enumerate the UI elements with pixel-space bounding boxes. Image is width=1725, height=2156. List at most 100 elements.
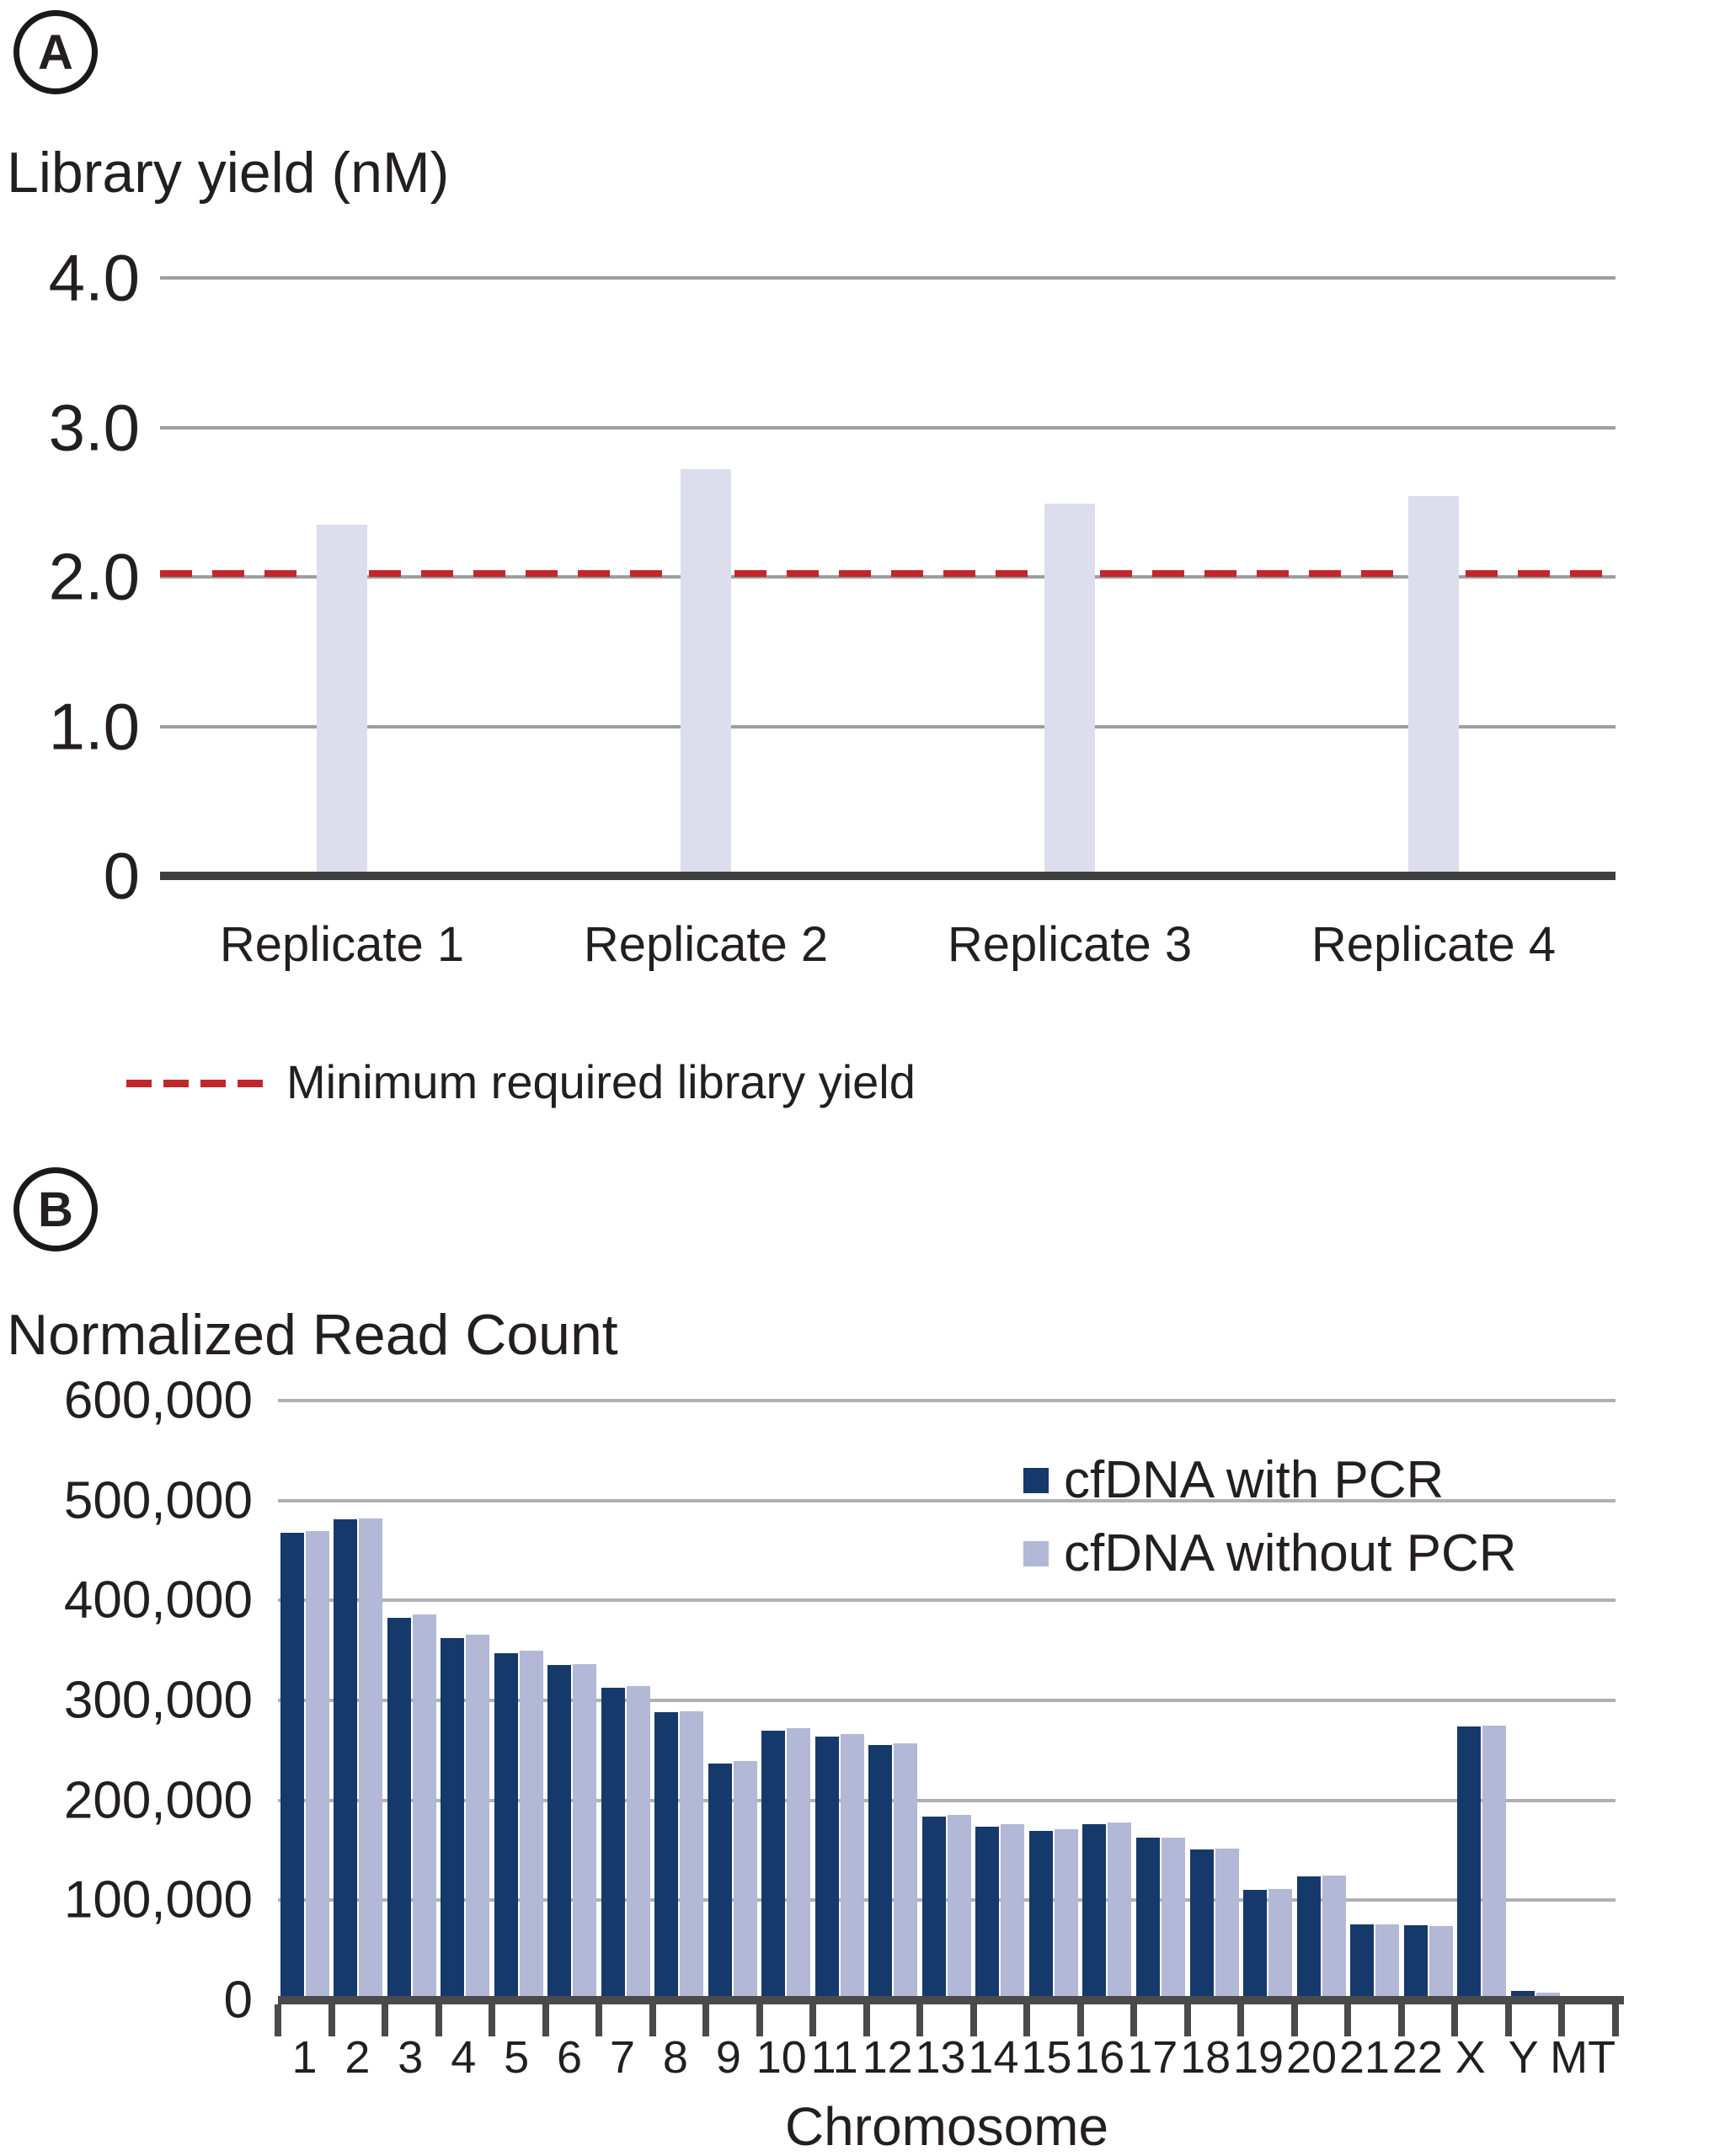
x-axis-tick [542,2004,549,2036]
with-pcr-bar [280,1532,304,2000]
x-tick-label: Replicate 3 [947,917,1193,972]
with-pcr-bar [547,1665,572,2000]
x-axis-tick [1023,2004,1031,2036]
gridline [278,1498,1616,1502]
y-tick-label: 100,000 [63,1870,253,1929]
x-tick-label: Y [1508,2032,1539,2083]
x-axis-tick [1183,2004,1191,2036]
with-pcr-bar [761,1730,786,2000]
bar-slot [888,278,1252,876]
gridline [278,1898,1616,1903]
library-yield-bar [681,469,731,876]
x-tick-label: 11 [810,2032,858,2083]
without-pcr-bar [1215,1848,1239,2000]
panel-b-x-axis-title: Chromosome [784,2096,1109,2156]
y-tick-label: 200,000 [63,1771,253,1830]
x-tick-label: 7 [609,2032,636,2083]
x-axis-tick [1130,2004,1138,2036]
panel-a-legend: Minimum required library yield [126,1054,916,1109]
without-pcr-label: cfDNA without PCR [1064,1524,1517,1582]
minimum-yield-threshold-line [160,570,1616,577]
library-yield-bar [1408,496,1459,876]
y-tick-label: 1.0 [48,689,140,763]
bar-slot [524,278,888,876]
panel-a-badge: A [13,10,98,94]
with-pcr-bar [441,1638,465,2000]
panel-b-x-axis-labels: 1 2 3 4 5 6 7 8 9 10 11 12 13 14 15 16 17 18 19 20 21 22 X Y MT [278,2031,1616,2084]
x-axis-tick [1504,2004,1512,2036]
gridline [278,1598,1616,1603]
chromosome-group [1241,1401,1295,2000]
chromosome-group [920,1401,974,2000]
x-axis-tick [489,2004,496,2036]
chromosome-group [1188,1401,1242,2000]
x-axis-tick [862,2004,870,2036]
without-pcr-bar [519,1650,543,2000]
with-pcr-bar [1296,1876,1321,2000]
with-pcr-bar [601,1687,625,2000]
without-pcr-bar [894,1743,918,2000]
bar-slot [1252,278,1616,876]
with-pcr-bar [975,1826,1000,2000]
x-axis-tick [1612,2004,1619,2036]
with-pcr-bar [814,1736,839,2000]
without-pcr-bar [1375,1924,1400,2000]
x-tick-label: 18 [1180,2032,1231,2083]
chromosome-group [439,1401,493,2000]
chromosome-group [1134,1401,1188,2000]
x-axis-tick [1558,2004,1566,2036]
y-tick-label: 3.0 [48,390,140,464]
panel-b-badge: B [13,1167,98,1251]
x-axis-tick [435,2004,442,2036]
x-axis-tick [756,2004,763,2036]
bar-slots [278,1401,1616,2000]
without-pcr-bar [1001,1824,1025,2000]
panel-a-title: Library yield (nM) [7,141,450,205]
without-pcr-swatch [1023,1540,1049,1566]
with-pcr-bar [1028,1831,1053,2000]
with-pcr-bar [494,1653,518,2000]
x-tick-label: 15 [1021,2032,1072,2083]
library-yield-bar [317,524,367,876]
chromosome-group [760,1401,814,2000]
x-tick-label: 21 [1338,2032,1390,2083]
without-pcr-bar [573,1664,597,2000]
panel-b-title: Normalized Read Count [7,1303,618,1367]
x-axis-tick [916,2004,924,2036]
with-pcr-bar [654,1712,679,2000]
chromosome-group [332,1401,386,2000]
x-tick-label: 17 [1127,2032,1178,2083]
chromosome-group [653,1401,707,2000]
library-yield-bar [1044,504,1095,876]
with-pcr-label: cfDNA with PCR [1064,1451,1445,1509]
without-pcr-bar [1108,1822,1132,2000]
panel-b-y-axis-labels: 600,000 500,000 400,000 300,000 200,000 100,0… [0,1372,253,2030]
threshold-legend-label: Minimum required library yield [286,1055,916,1108]
chromosome-group [1027,1401,1081,2000]
x-tick-label: 4 [451,2032,477,2083]
y-tick-label: 0 [223,1971,253,2030]
x-tick-label: 6 [557,2032,583,2083]
chromosome-group [813,1401,867,2000]
bar-slot [160,278,524,876]
x-axis-tick [1344,2004,1352,2036]
x-tick-label: 5 [504,2032,530,2083]
gridline [160,276,1616,280]
x-axis-line [278,1996,1624,2004]
gridline [160,425,1616,430]
panel-b-plot-area [275,1399,1624,2036]
x-axis-tick [275,2004,281,2036]
chromosome-group [974,1401,1028,2000]
gridline [160,575,1616,579]
y-tick-label: 500,000 [63,1471,253,1530]
without-pcr-bar [680,1711,704,2000]
chromosome-group [385,1401,439,2000]
with-pcr-bar [1082,1824,1107,2000]
without-pcr-bar [412,1614,436,2000]
with-pcr-bar [1457,1726,1482,2000]
x-tick-label: 1 [291,2032,318,2083]
without-pcr-bar [359,1518,383,2000]
chromosome-group [1402,1401,1455,2000]
x-axis-tick [1451,2004,1459,2036]
